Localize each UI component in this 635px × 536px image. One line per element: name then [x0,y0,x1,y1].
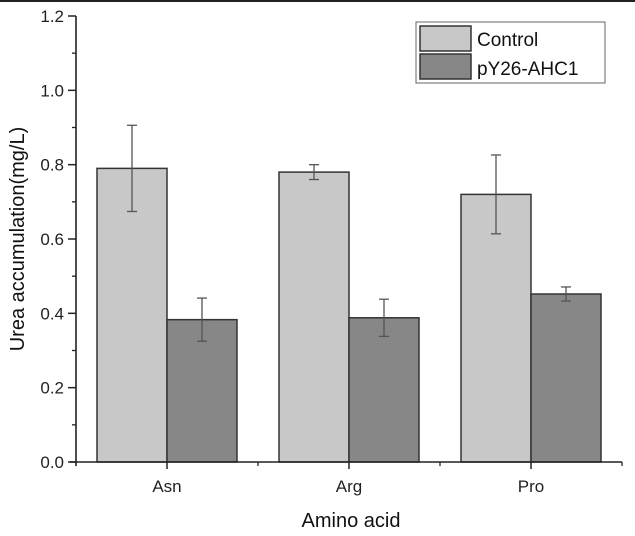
axes-group: Asn Arg Pro 0.0 0.2 0.4 0.6 0.8 1.0 1.2 [40,7,623,496]
error-bar-py26-ahc1-pro [561,286,571,302]
error-bars-group [127,124,571,342]
y-tick-label: 0.4 [40,304,64,323]
y-tick-label: 0.2 [40,379,64,398]
y-tick-label: 1.0 [40,81,64,100]
x-tick-label-arg: Arg [336,477,362,496]
y-tick-label: 0.0 [40,453,64,472]
legend-swatch-py26-ahc1 [419,53,472,80]
x-tick-label-pro: Pro [518,477,544,496]
y-tick-label: 1.2 [40,7,64,26]
bar-py26-ahc1-arg [348,317,420,463]
bar-control-pro [460,193,532,463]
y-tick-label: 0.8 [40,156,64,175]
legend-label-py26-ahc1: pY26-AHC1 [477,59,578,80]
bar-control-arg [278,171,350,463]
legend: Control pY26-AHC1 [415,21,606,84]
x-axis-title: Amino acid [302,510,401,532]
legend-swatch-control [419,25,472,52]
y-tick-label: 0.6 [40,230,64,249]
x-tick-label-asn: Asn [152,477,181,496]
legend-label-control: Control [477,30,538,51]
y-axis-title: Urea accumulation(mg/L) [7,127,29,352]
bars-group [96,167,602,463]
error-bar-py26-ahc1-arg [379,298,389,338]
error-bar-control-pro [491,154,501,235]
error-bar-control-asn [127,124,137,213]
bar-py26-ahc1-pro [530,293,602,463]
error-bar-control-arg [309,164,319,181]
bar-control-asn [96,167,168,463]
top-border-line [0,0,635,2]
error-bar-py26-ahc1-asn [197,297,207,342]
